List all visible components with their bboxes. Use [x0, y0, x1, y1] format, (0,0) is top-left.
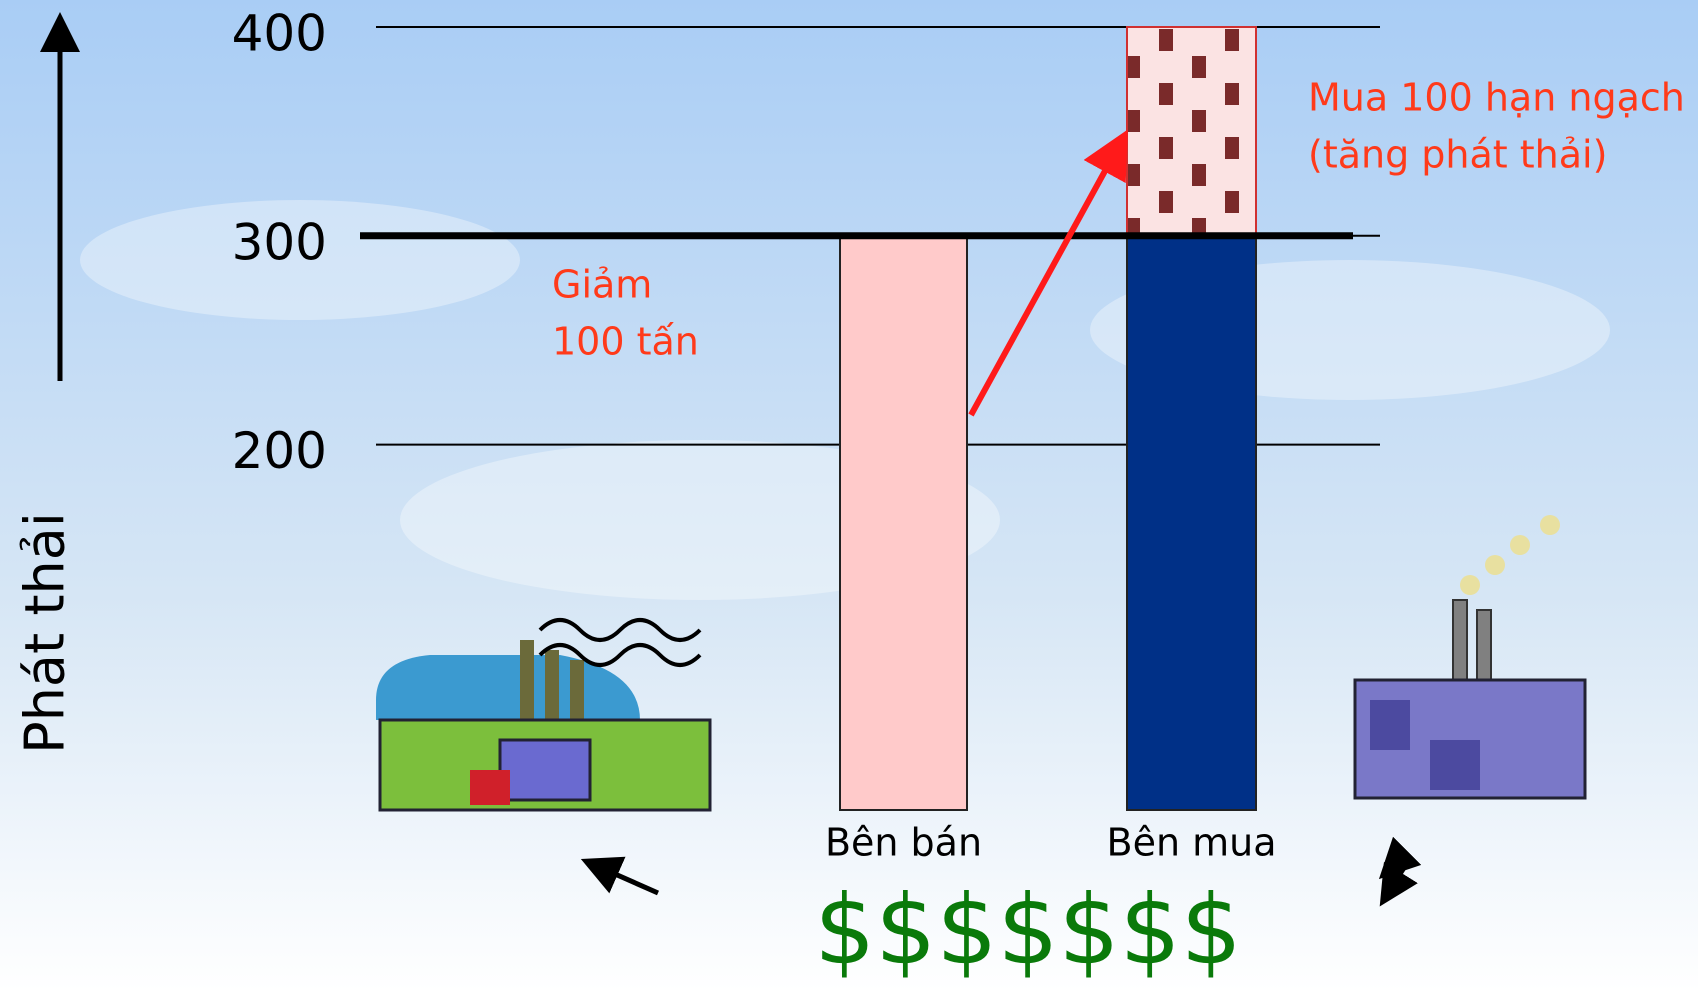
y-tick-label: 300 [232, 213, 327, 271]
y-axis-label: Phát thải [14, 512, 77, 754]
pointer-arrow [1379, 856, 1418, 907]
annotation: (tăng phát thải) [1308, 133, 1607, 177]
annotation: Giảm [552, 263, 652, 307]
x-tick-label: Bên bán [825, 821, 982, 865]
annotation: Mua 100 hạn ngạch [1308, 76, 1685, 120]
transfer-arrow [968, 129, 1128, 417]
cloud [80, 200, 520, 320]
y-tick-label: 400 [232, 5, 327, 63]
buyer-factory [1353, 515, 1587, 800]
seller-factory [376, 618, 712, 812]
chart: 200 300 400 Bên bán Bên mua [232, 5, 1380, 865]
x-tick-label: Bên mua [1107, 821, 1277, 865]
pointer-arrow [580, 856, 660, 896]
annotation: 100 tấn [552, 320, 699, 364]
y-tick-label: 200 [232, 422, 327, 480]
bar [1126, 234, 1257, 812]
bar [839, 234, 968, 812]
added-bar [1126, 26, 1257, 237]
money: $$$$$$$ [814, 874, 1242, 986]
